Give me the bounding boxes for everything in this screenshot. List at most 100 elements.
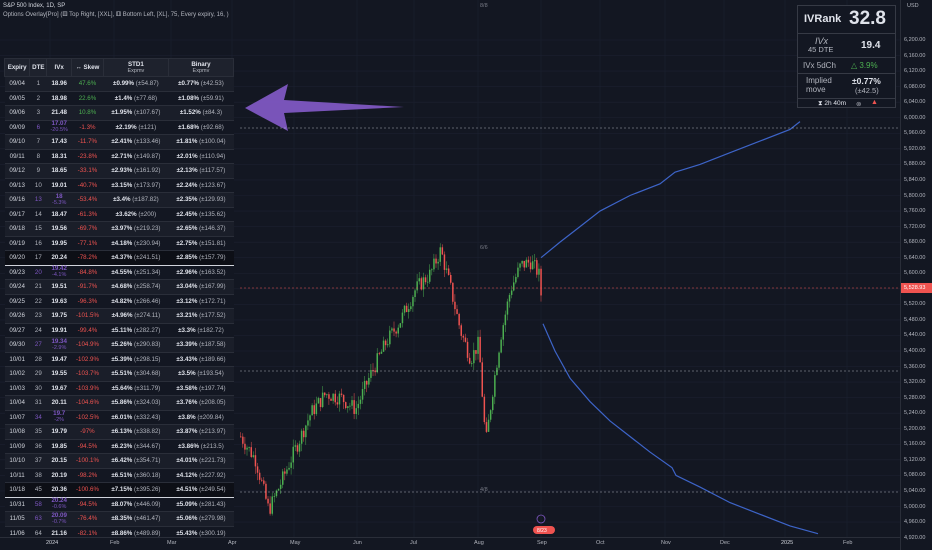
candle-body <box>494 375 496 397</box>
table-row: 10/10 37 20.15 -100.1% ±6.42% (±354.71) ±4.01… <box>4 453 234 469</box>
table-row: 09/05 2 18.98 22.6% ±1.4% (±77.68) ±1.08% (±5… <box>4 91 234 106</box>
skew-cell: -103.7% <box>71 366 104 382</box>
ivx-cell: 18 -5.3% <box>46 192 72 208</box>
skew-cell: 10.8% <box>71 105 104 121</box>
table-row: 10/18 45 20.36 -100.6% ±7.15% (±395.26) ±4.51… <box>4 482 234 498</box>
event-icon[interactable] <box>536 514 546 524</box>
price-tick-label: 5,440.00 <box>904 332 926 339</box>
candle-body <box>298 443 301 452</box>
candle-body <box>508 294 511 302</box>
price-tick-label: 5,840.00 <box>904 176 926 183</box>
skew-cell: -84.8% <box>71 265 104 280</box>
candle-body <box>540 268 542 296</box>
binary-cell: ±3.04% (±167.99) <box>168 279 234 295</box>
binary-cell: ±2.65% (±146.37) <box>168 221 234 237</box>
binary-cell: ±5.09% (±281.43) <box>168 497 234 512</box>
header-expiry: Expiry <box>3 58 31 77</box>
time-axis[interactable]: 2024 Feb Mar Apr May Jun Jul Aug Sep Oct Nov Dec 202… <box>0 537 900 550</box>
skew-cell: -103.9% <box>71 381 104 396</box>
price-axis[interactable]: USD 6,200.00 6,160.00 6,120.00 6,080.00 6,04… <box>900 0 932 550</box>
candle-body <box>510 290 513 295</box>
candle-body <box>315 403 318 415</box>
price-tick-label: 6,120.00 <box>904 68 926 75</box>
ivx-cell: 20.24 <box>46 250 72 266</box>
expiry-cell: 09/06 <box>4 105 30 121</box>
ivx-cell: 18.96 <box>46 76 72 92</box>
binary-cell: ±1.52% (±84.3) <box>168 105 234 121</box>
price-tick-label: 5,600.00 <box>904 270 926 277</box>
candle-body <box>258 472 261 480</box>
candle-body <box>401 312 404 324</box>
candle-body <box>460 325 462 336</box>
binary-cell: ±3.8% (±209.84) <box>168 410 234 425</box>
skew-cell: -104.6% <box>71 395 104 411</box>
std1-cell: ±2.71% (±149.87) <box>103 149 169 164</box>
table-row: 10/04 31 20.11 -104.6% ±5.86% (±324.03) ±3.76… <box>4 395 234 411</box>
candle-body <box>319 398 322 408</box>
candle-body <box>368 377 370 385</box>
time-tick-label: Feb <box>843 540 853 546</box>
candle-body <box>466 341 469 358</box>
skew-cell: -53.4% <box>71 192 104 208</box>
std1-cell: ±6.13% (±338.82) <box>103 424 169 440</box>
binary-cell: ±4.51% (±249.54) <box>168 482 234 498</box>
std1-cell: ±1.95% (±107.67) <box>103 105 169 121</box>
binoculars-icon[interactable]: ⊚ <box>856 101 862 108</box>
alert-icon[interactable]: ▲ <box>871 99 878 106</box>
candle-body <box>290 462 292 468</box>
dte-cell: 29 <box>29 366 47 382</box>
ivx-cell: 19.55 <box>46 366 72 382</box>
skew-cell: -77.1% <box>71 236 104 251</box>
dte-cell: 13 <box>29 192 47 208</box>
currency-label[interactable]: USD <box>907 3 919 9</box>
candle-body <box>359 399 362 404</box>
skew-cell: -104.9% <box>71 337 104 353</box>
expiry-cell: 10/08 <box>4 424 30 440</box>
dte-label: 45 DTE <box>808 45 834 54</box>
earnings-badge[interactable] <box>533 526 555 534</box>
std1-cell: ±6.42% (±354.71) <box>103 453 169 469</box>
price-tick-label: 4,960.00 <box>904 519 926 526</box>
candle-body <box>399 323 402 328</box>
current-price-label: 5,528.93 <box>901 283 932 293</box>
time-tick-label: Oct <box>596 540 605 546</box>
table-row: 09/23 20 19.42 -4.1% -84.8% ±4.55% (±251.34) ±… <box>4 265 234 280</box>
expected-move-upper-line <box>540 121 801 259</box>
candle-body <box>305 425 307 438</box>
price-tick-label: 5,680.00 <box>904 239 926 246</box>
candle-body <box>366 380 368 385</box>
candle-body <box>250 447 252 457</box>
candle-body <box>473 350 475 364</box>
indicator-label[interactable]: Options Overlay[Pro] (⚅ Top Right, [XXL]… <box>3 12 229 18</box>
price-tick-label: 5,320.00 <box>904 379 926 386</box>
binary-cell: ±3.12% (±172.71) <box>168 294 234 309</box>
dte-cell: 21 <box>29 279 47 295</box>
ivx-cell: 19.67 <box>46 381 72 396</box>
skew-cell: -99.4% <box>71 323 104 338</box>
table-header-row: Expiry DTE IVx ↔ Skew STD1 Expmv Binary Ex… <box>3 58 235 77</box>
candle-body <box>483 396 486 423</box>
table-row: 09/25 22 19.63 -96.3% ±4.82% (±266.46) ±3.12%… <box>4 294 234 309</box>
candle-body <box>487 419 490 432</box>
candle-body <box>321 392 324 408</box>
candle-body <box>393 328 395 332</box>
table-row: 09/20 17 20.24 -78.2% ±4.37% (±241.51) ±2.85%… <box>4 250 234 266</box>
price-tick-label: 6,200.00 <box>904 37 926 43</box>
std1-cell: ±8.07% (±446.09) <box>103 497 169 512</box>
expiry-cell: 10/10 <box>4 453 30 469</box>
skew-cell: -78.2% <box>71 250 104 266</box>
binary-cell: ±1.68% (±92.68) <box>168 120 234 135</box>
price-tick-label: 5,040.00 <box>904 487 926 494</box>
expiry-cell: 09/27 <box>4 323 30 338</box>
std1-cell: ±3.62% (±200) <box>103 207 169 222</box>
table-row: 10/01 28 19.47 -102.9% ±5.39% (±298.15) ±3.43… <box>4 352 234 367</box>
candle-body <box>294 445 297 447</box>
table-row: 09/12 9 18.65 -33.1% ±2.93% (±161.92) ±2.13% … <box>4 163 234 179</box>
candle-body <box>246 447 248 450</box>
table-row: 09/16 13 18 -5.3% -53.4% ±3.4% (±187.82) ±2.35… <box>4 192 234 208</box>
candle-body <box>437 261 439 264</box>
binary-cell: ±3.76% (±208.05) <box>168 395 234 411</box>
candle-body <box>414 290 416 298</box>
std1-cell: ±2.19% (±121) <box>103 120 169 135</box>
symbol-label[interactable]: S&P 500 Index, 1D, SP <box>3 3 66 9</box>
